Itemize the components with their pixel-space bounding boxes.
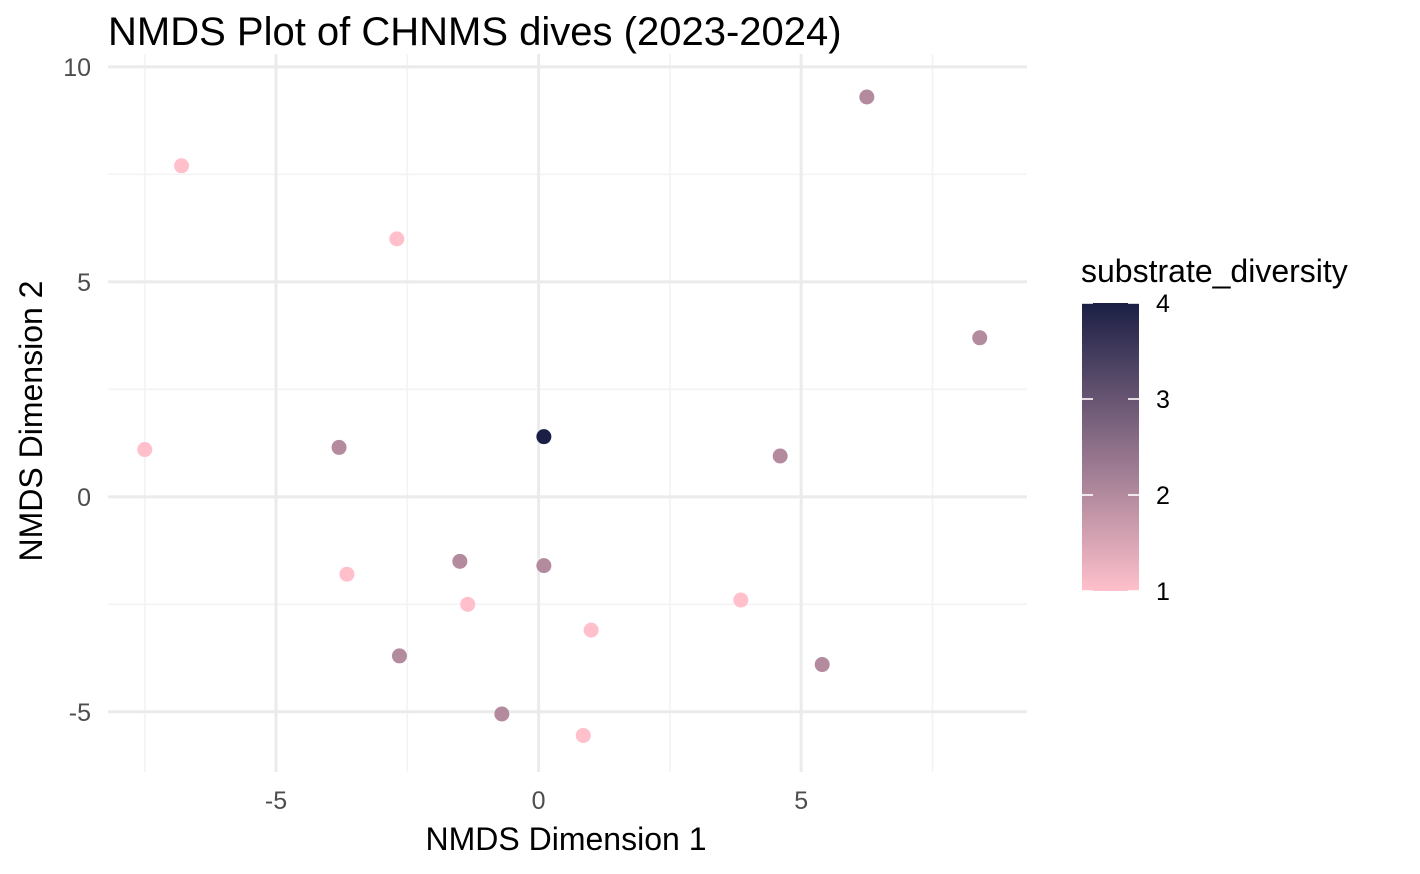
y-tick-label: 0 [77,484,91,512]
y-tick-labels: -5 0 5 10 [63,54,91,727]
x-tick-label: 0 [532,787,546,815]
y-tick-label: 10 [63,54,91,82]
data-point [583,622,599,638]
data-point [536,558,552,574]
data-point [389,231,405,247]
legend: substrate_diversity 1 2 3 4 [1081,253,1348,606]
x-tick-label: -5 [265,787,287,815]
data-point [339,566,355,582]
data-point [174,158,190,174]
legend-tick-label: 4 [1156,290,1170,318]
data-point [452,553,468,569]
data-point [575,727,591,743]
chart-title: NMDS Plot of CHNMS dives (2023-2024) [108,10,842,54]
legend-title: substrate_diversity [1081,253,1348,289]
data-point [733,592,749,608]
y-tick-label: 5 [77,269,91,297]
data-point [772,448,788,464]
data-point [494,706,510,722]
data-point [460,596,476,612]
legend-tick-label: 2 [1156,482,1170,510]
data-point [972,330,988,346]
points-layer [137,89,988,743]
legend-colorbar [1082,303,1139,591]
legend-tick-label: 3 [1156,386,1170,414]
x-tick-labels: -5 0 5 [265,787,808,815]
data-point [137,442,153,458]
legend-tick-label: 1 [1156,578,1170,606]
data-point [536,429,552,445]
y-tick-label: -5 [69,699,91,727]
data-point [814,657,830,673]
x-tick-label: 5 [794,787,808,815]
data-point [331,439,347,455]
legend-ticks: 1 2 3 4 [1082,290,1170,606]
x-axis-title: NMDS Dimension 1 [426,821,707,857]
y-axis-title: NMDS Dimension 2 [13,281,49,562]
grid-layer [108,54,1027,772]
data-point [391,648,407,664]
data-point [859,89,875,105]
